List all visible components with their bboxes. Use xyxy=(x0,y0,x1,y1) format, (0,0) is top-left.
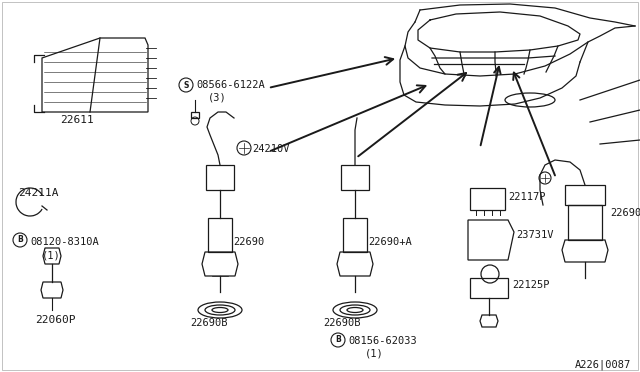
Text: (1): (1) xyxy=(42,250,61,260)
Text: 22060P: 22060P xyxy=(35,315,76,325)
Text: 24211A: 24211A xyxy=(18,188,58,198)
Text: 22125P: 22125P xyxy=(512,280,550,290)
Text: 23731V: 23731V xyxy=(516,230,554,240)
Text: A226|0087: A226|0087 xyxy=(575,360,631,371)
Text: 22690B: 22690B xyxy=(323,318,360,328)
Text: 22117P: 22117P xyxy=(508,192,545,202)
Text: 08120-8310A: 08120-8310A xyxy=(30,237,99,247)
Text: 08566-6122A: 08566-6122A xyxy=(196,80,265,90)
Text: B: B xyxy=(17,235,23,244)
Text: 22611: 22611 xyxy=(60,115,93,125)
Text: B: B xyxy=(335,336,341,344)
Text: 24210V: 24210V xyxy=(252,144,289,154)
Text: (1): (1) xyxy=(365,349,384,359)
Text: 22690B: 22690B xyxy=(190,318,227,328)
Text: 22690: 22690 xyxy=(233,237,264,247)
Text: 08156-62033: 08156-62033 xyxy=(348,336,417,346)
Text: 22690+A: 22690+A xyxy=(368,237,412,247)
Text: S: S xyxy=(183,80,189,90)
Text: 22690N: 22690N xyxy=(610,208,640,218)
Text: (3): (3) xyxy=(208,93,227,103)
